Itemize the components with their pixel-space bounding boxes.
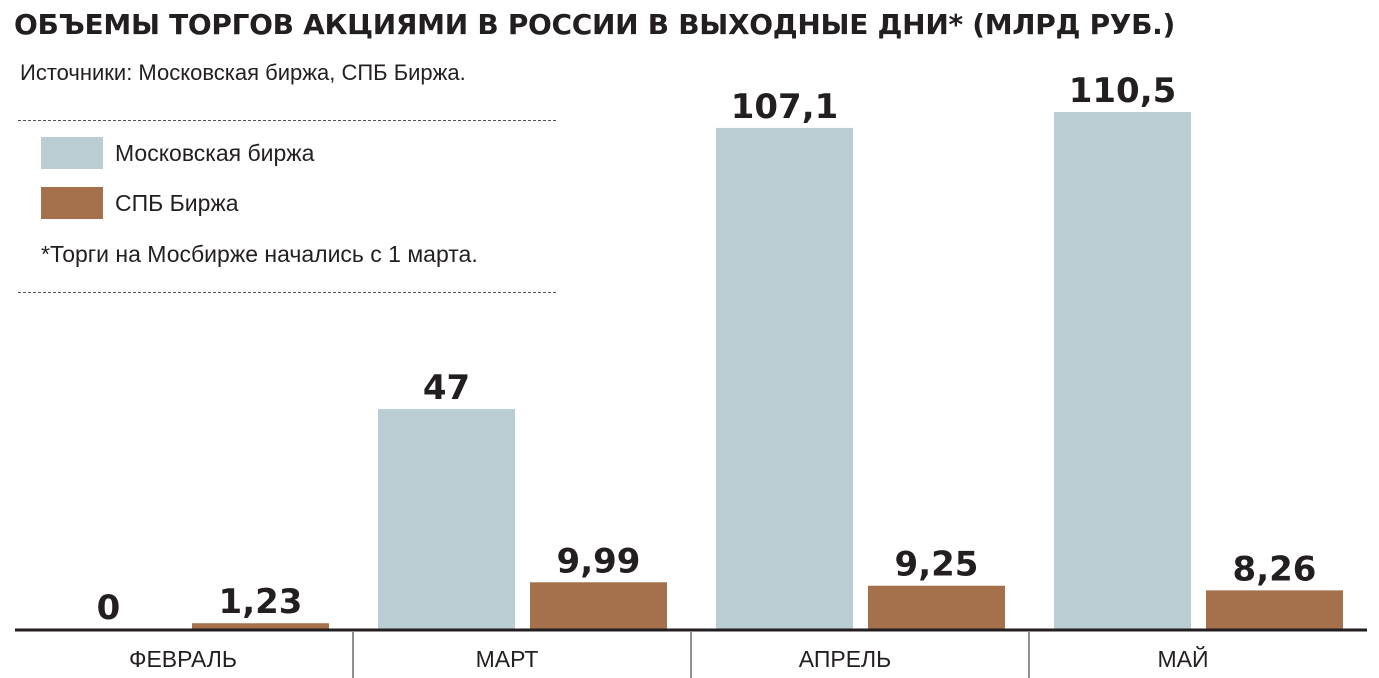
bar-value-label-moex-3: 110,5 [1069, 71, 1177, 111]
category-label-3: МАЙ [1157, 645, 1208, 672]
bar-moex-1 [378, 409, 515, 629]
chart-title: ОБЪЕМЫ ТОРГОВ АКЦИЯМИ В РОССИИ В ВЫХОДНЫ… [14, 8, 1175, 41]
footnote: *Торги на Мосбирже начались с 1 марта. [41, 241, 478, 267]
bar-value-label-spb-3: 8,26 [1233, 549, 1317, 589]
bar-value-label-spb-0: 1,23 [219, 582, 303, 622]
legend-swatch-moex [41, 137, 103, 169]
bar-spb-2 [868, 585, 1005, 629]
bar-moex-3 [1054, 112, 1191, 629]
bar-spb-1 [530, 582, 667, 629]
bar-value-label-moex-0: 0 [97, 588, 121, 628]
bar-moex-2 [716, 127, 853, 630]
category-label-2: АПРЕЛЬ [799, 646, 891, 672]
category-label-0: ФЕВРАЛЬ [129, 646, 237, 672]
bar-spb-3 [1206, 590, 1343, 629]
bar-value-label-spb-2: 9,25 [895, 545, 979, 585]
legend-top-divider [18, 120, 556, 121]
sources-note: Источники: Московская биржа, СПБ Биржа. [20, 60, 466, 85]
legend-label-moex: Московская биржа [115, 140, 315, 166]
legend-bottom-divider [18, 292, 556, 293]
legend-swatch-spb [41, 187, 103, 219]
bar-value-label-spb-1: 9,99 [557, 541, 641, 581]
bar-spb-0 [192, 623, 329, 629]
category-label-1: МАРТ [476, 646, 539, 672]
bar-value-label-moex-2: 107,1 [731, 87, 839, 127]
legend-label-spb: СПБ Биржа [115, 190, 239, 216]
bar-value-label-moex-1: 47 [423, 368, 470, 408]
